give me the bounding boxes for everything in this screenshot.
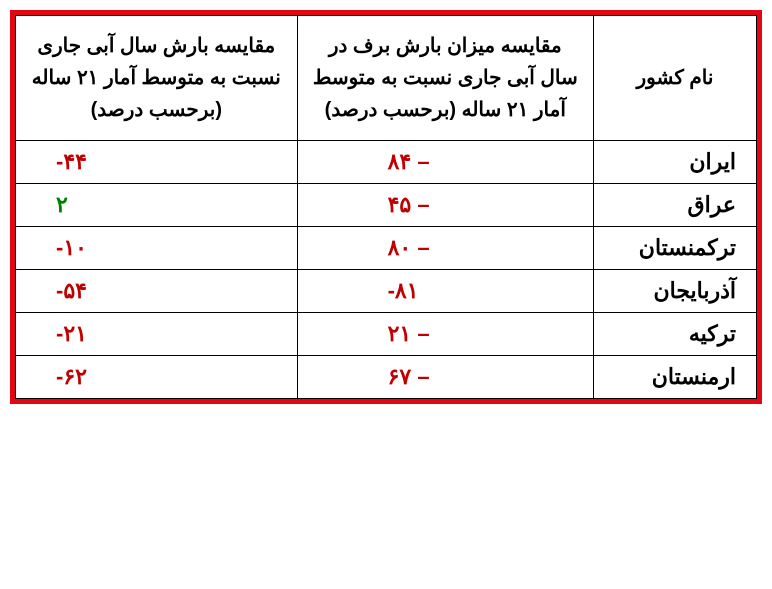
table-row: ترکیه۲۱ –-۲۱ [16, 313, 757, 356]
cell-country: عراق [593, 184, 756, 227]
table-header-row: نام کشور مقایسه میزان بارش برف در سال آب… [16, 16, 757, 141]
comparison-table: نام کشور مقایسه میزان بارش برف در سال آب… [15, 15, 757, 399]
cell-rain: -۱۰ [16, 227, 298, 270]
cell-country: ایران [593, 141, 756, 184]
cell-country: آذربایجان [593, 270, 756, 313]
cell-snow: ۶۷ – [297, 356, 593, 399]
col-header-country: نام کشور [593, 16, 756, 141]
cell-rain: -۲۱ [16, 313, 298, 356]
table-row: ترکمنستان۸۰ –-۱۰ [16, 227, 757, 270]
cell-snow: ۸۰ – [297, 227, 593, 270]
comparison-table-wrapper: نام کشور مقایسه میزان بارش برف در سال آب… [10, 10, 762, 404]
cell-rain: -۶۲ [16, 356, 298, 399]
col-header-snow: مقایسه میزان بارش برف در سال آبی جاری نس… [297, 16, 593, 141]
table-row: ایران۸۴ –-۴۴ [16, 141, 757, 184]
cell-snow: ۲۱ – [297, 313, 593, 356]
table-row: آذربایجان-۸۱-۵۴ [16, 270, 757, 313]
table-row: ارمنستان۶۷ –-۶۲ [16, 356, 757, 399]
cell-country: ترکمنستان [593, 227, 756, 270]
cell-rain: -۵۴ [16, 270, 298, 313]
cell-rain: -۴۴ [16, 141, 298, 184]
cell-country: ترکیه [593, 313, 756, 356]
table-row: عراق۴۵ –۲ [16, 184, 757, 227]
table-body: ایران۸۴ –-۴۴عراق۴۵ –۲ترکمنستان۸۰ –-۱۰آذر… [16, 141, 757, 399]
cell-snow: -۸۱ [297, 270, 593, 313]
cell-rain: ۲ [16, 184, 298, 227]
cell-snow: ۸۴ – [297, 141, 593, 184]
cell-country: ارمنستان [593, 356, 756, 399]
col-header-rain: مقایسه بارش سال آبی جاری نسبت به متوسط آ… [16, 16, 298, 141]
cell-snow: ۴۵ – [297, 184, 593, 227]
